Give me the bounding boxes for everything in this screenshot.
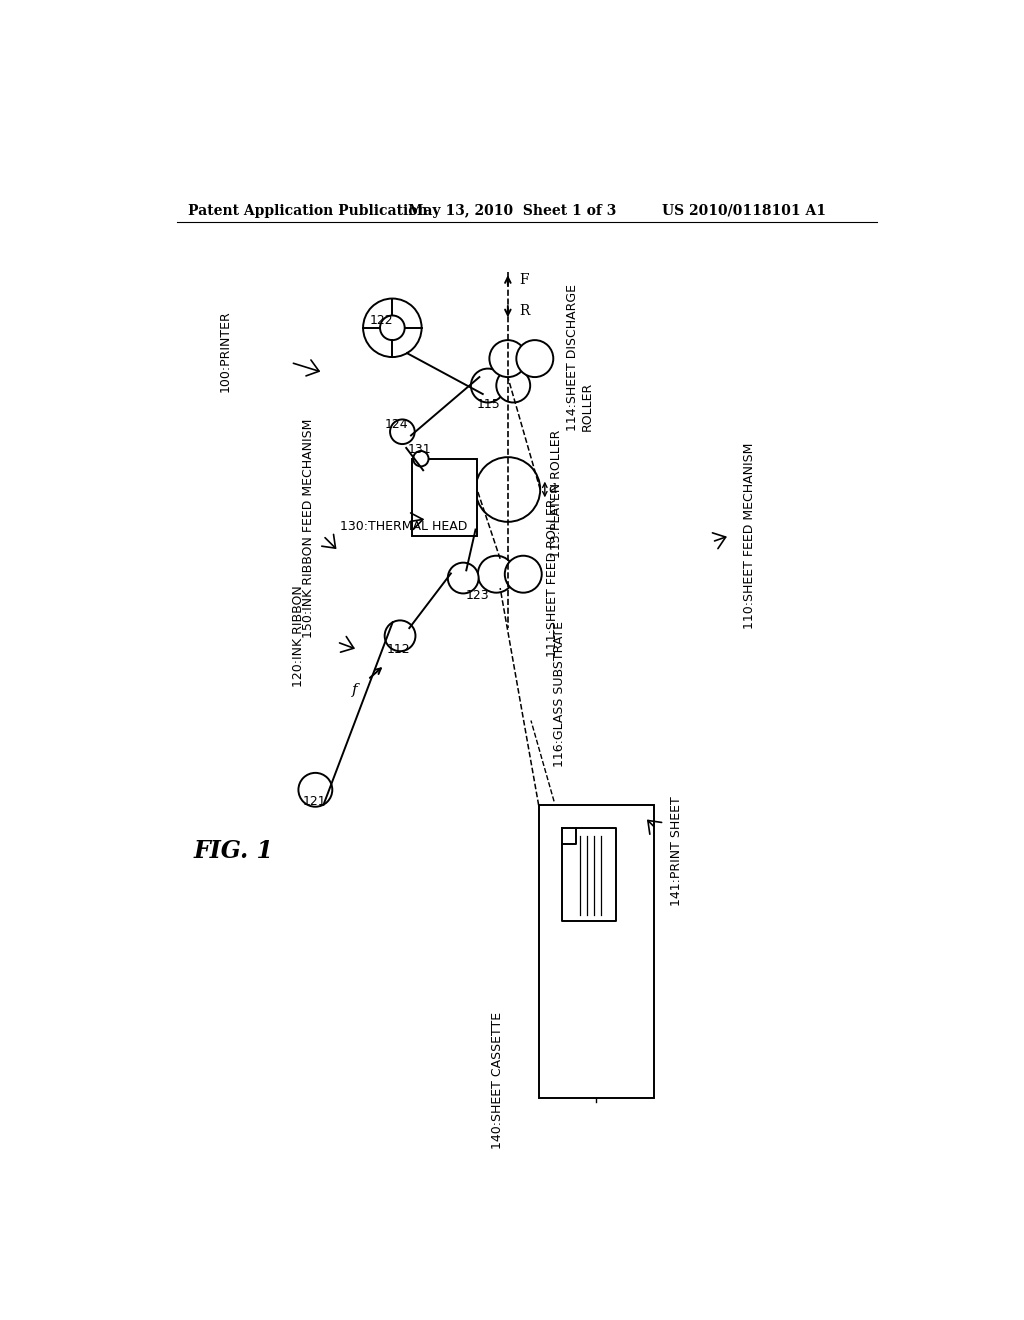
Text: f: f <box>352 682 358 697</box>
Circle shape <box>505 556 542 593</box>
Circle shape <box>516 341 553 378</box>
Text: 100:PRINTER: 100:PRINTER <box>219 310 232 392</box>
Bar <box>412 459 477 536</box>
Text: 122: 122 <box>370 314 393 326</box>
Text: 116:GLASS SUBSTRATE: 116:GLASS SUBSTRATE <box>553 620 565 767</box>
Text: 123: 123 <box>466 589 489 602</box>
Text: 111:SHEET FEED ROLLER: 111:SHEET FEED ROLLER <box>547 499 559 657</box>
Text: d: d <box>549 483 557 496</box>
Text: F: F <box>519 273 529 286</box>
Circle shape <box>390 420 415 444</box>
Circle shape <box>380 315 404 341</box>
Text: 110:SHEET FEED MECHANISM: 110:SHEET FEED MECHANISM <box>742 442 756 628</box>
Text: 124: 124 <box>385 417 409 430</box>
Text: 120:INK RIBBON: 120:INK RIBBON <box>292 585 305 686</box>
Circle shape <box>385 620 416 651</box>
Text: Patent Application Publication: Patent Application Publication <box>188 203 428 218</box>
Text: 115: 115 <box>477 399 501 412</box>
Text: R: R <box>519 304 529 318</box>
Text: 131: 131 <box>408 444 431 455</box>
Text: May 13, 2010  Sheet 1 of 3: May 13, 2010 Sheet 1 of 3 <box>408 203 616 218</box>
Circle shape <box>447 562 478 594</box>
Circle shape <box>298 774 333 807</box>
Circle shape <box>471 368 505 403</box>
Text: 130:THERMAL HEAD: 130:THERMAL HEAD <box>340 520 467 533</box>
Text: 113:PLATEN ROLLER: 113:PLATEN ROLLER <box>550 429 563 557</box>
Text: FIG. 1: FIG. 1 <box>194 840 273 863</box>
Bar <box>539 805 654 1098</box>
Text: 141:PRINT SHEET: 141:PRINT SHEET <box>670 796 683 907</box>
Text: 112: 112 <box>386 643 410 656</box>
Text: US 2010/0118101 A1: US 2010/0118101 A1 <box>662 203 826 218</box>
Circle shape <box>497 368 530 403</box>
Text: 140:SHEET CASSETTE: 140:SHEET CASSETTE <box>490 1012 504 1150</box>
Circle shape <box>489 341 526 378</box>
Text: 121: 121 <box>303 795 327 808</box>
Circle shape <box>478 556 515 593</box>
Text: 114:SHEET DISCHARGE
ROLLER: 114:SHEET DISCHARGE ROLLER <box>565 284 594 430</box>
Circle shape <box>475 457 541 521</box>
Circle shape <box>364 298 422 358</box>
Text: 150:INK RIBBON FEED MECHANISM: 150:INK RIBBON FEED MECHANISM <box>301 418 314 638</box>
Circle shape <box>413 451 429 466</box>
